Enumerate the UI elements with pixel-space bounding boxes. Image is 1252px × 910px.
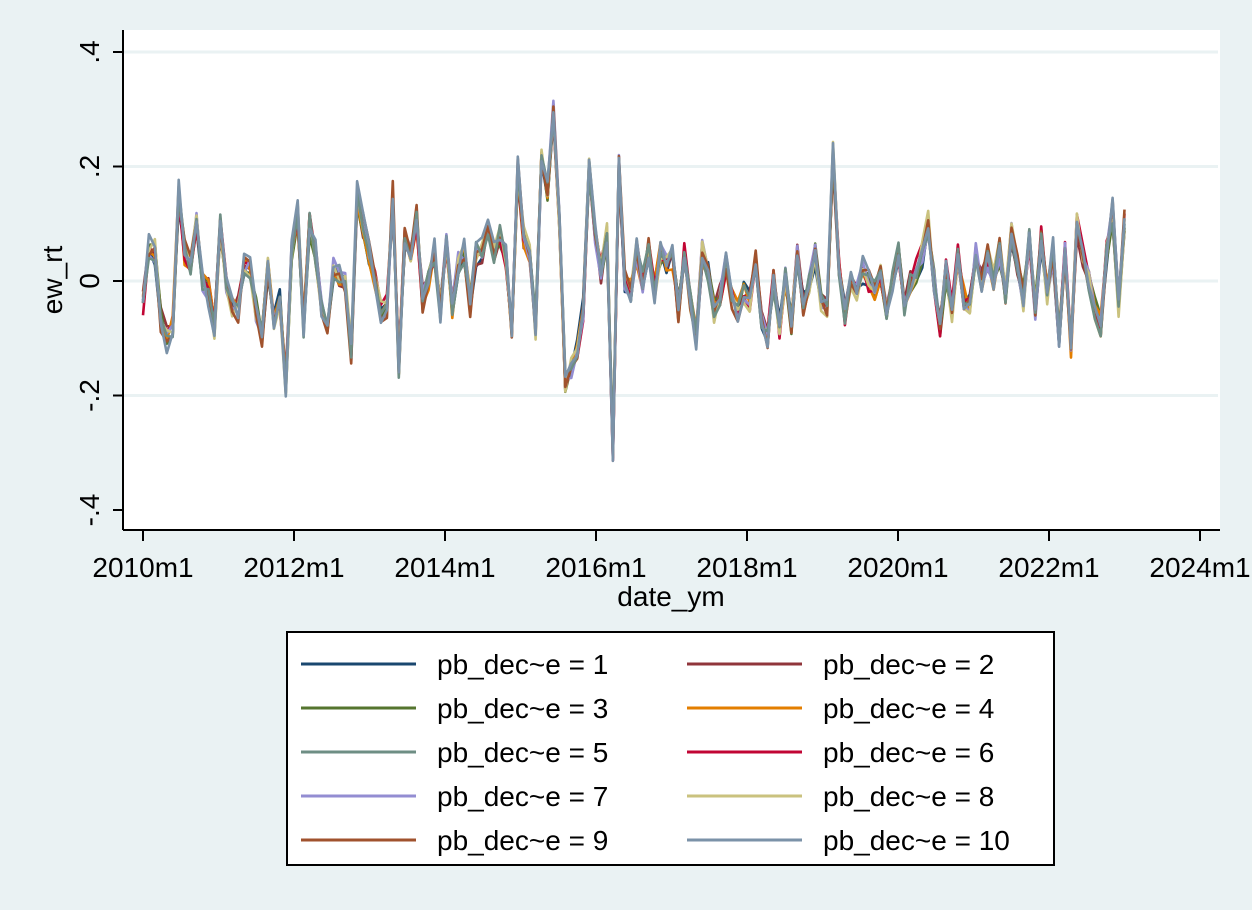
y-tick-label: .2 — [74, 155, 105, 178]
x-tick-label: 2016m1 — [545, 552, 646, 583]
x-axis-label: date_ym — [617, 581, 724, 612]
x-tick-label: 2010m1 — [92, 552, 193, 583]
x-tick-label: 2018m1 — [696, 552, 797, 583]
x-tick-label: 2022m1 — [998, 552, 1099, 583]
series-layer — [141, 99, 1126, 463]
axes: -.4 -.2 0 .2 .4 2010m1 2012m1 2014m1 2016m1 2018m… — [74, 30, 1251, 583]
legend-label: pb_dec~e = 6 — [823, 737, 994, 768]
legend-label: pb_dec~e = 7 — [437, 781, 608, 812]
series-line-10 — [141, 111, 1126, 463]
legend-label: pb_dec~e = 8 — [823, 781, 994, 812]
legend-label: pb_dec~e = 9 — [437, 825, 608, 856]
y-tick-label: .4 — [74, 40, 105, 63]
legend-label: pb_dec~e = 3 — [437, 693, 608, 724]
legend-label: pb_dec~e = 2 — [823, 649, 994, 680]
legend-label: pb_dec~e = 4 — [823, 693, 994, 724]
y-axis-label: ew_rt — [37, 246, 68, 315]
x-tick-label: 2024m1 — [1149, 552, 1250, 583]
legend-label: pb_dec~e = 10 — [823, 825, 1010, 856]
x-tick-label: 2012m1 — [243, 552, 344, 583]
legend-label: pb_dec~e = 1 — [437, 649, 608, 680]
y-tick-label: -.4 — [74, 494, 105, 527]
legend-box — [286, 631, 1055, 866]
legend-label: pb_dec~e = 5 — [437, 737, 608, 768]
x-tick-label: 2020m1 — [847, 552, 948, 583]
legend: pb_dec~e = 1 pb_dec~e = 2 pb_dec~e = 3 pb_d… — [301, 649, 1010, 856]
y-tick-label: 0 — [74, 273, 105, 289]
y-tick-label: -.2 — [74, 379, 105, 412]
x-tick-label: 2014m1 — [394, 552, 495, 583]
